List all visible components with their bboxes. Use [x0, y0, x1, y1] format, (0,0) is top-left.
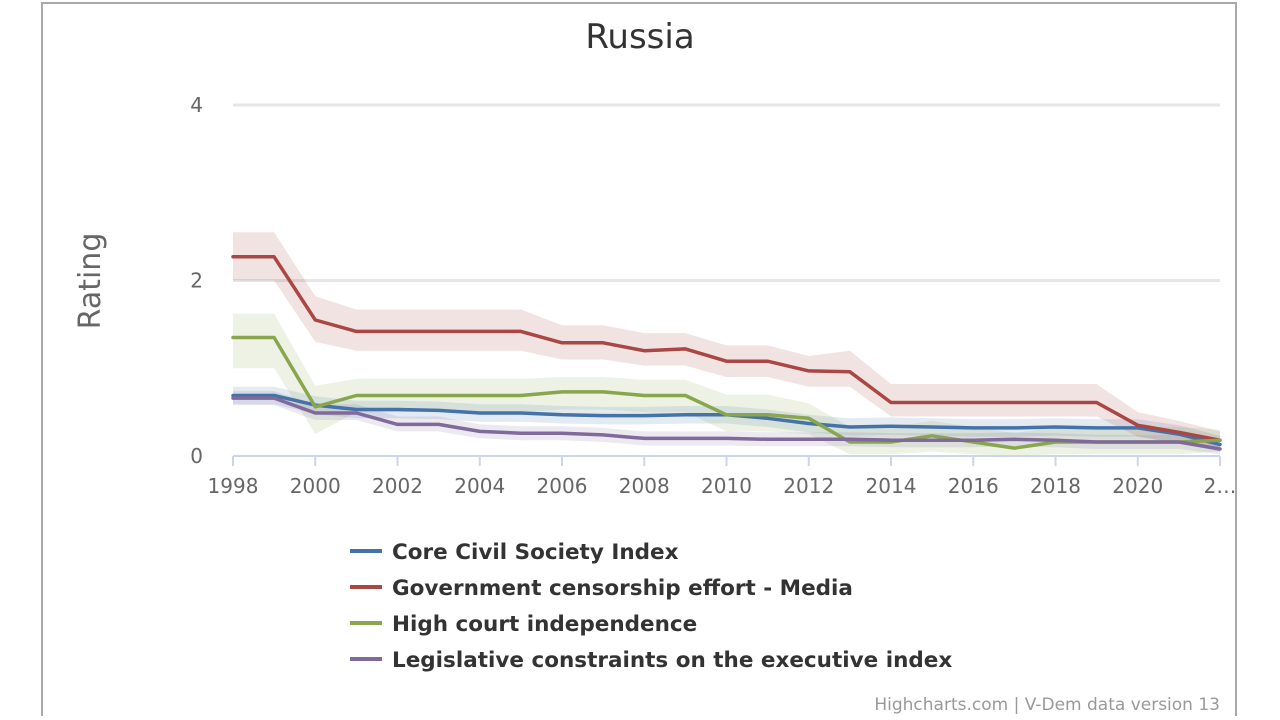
series-line	[231, 255, 1222, 442]
series-line	[231, 396, 1222, 451]
legend: Core Civil Society Index Government censo…	[350, 540, 952, 673]
x-tick-label: 2020	[1112, 474, 1163, 498]
x-tick-label: 2…	[1204, 474, 1237, 498]
series-lines	[231, 255, 1222, 451]
x-axis: 1998 2000 2002 2004 2006 2008 2010 2012 2014 2016…	[208, 455, 1237, 498]
x-tick-label: 2002	[372, 474, 423, 498]
legend-item[interactable]: Core Civil Society Index	[350, 540, 679, 565]
confidence-bands	[233, 232, 1220, 456]
legend-item[interactable]: High court independence	[350, 612, 697, 637]
confidence-band	[233, 391, 1220, 455]
x-tick-label: 2004	[454, 474, 505, 498]
legend-label: Government censorship effort - Media	[392, 576, 853, 601]
x-tick-label: 1998	[208, 474, 259, 498]
series-line	[231, 335, 1222, 450]
x-tick-label: 2010	[701, 474, 752, 498]
confidence-band	[233, 232, 1220, 448]
y-tick-label: 0	[190, 444, 203, 468]
legend-item[interactable]: Government censorship effort - Media	[350, 576, 853, 601]
legend-label: High court independence	[392, 612, 697, 637]
grid-lines	[233, 103, 1220, 282]
legend-label: Core Civil Society Index	[392, 540, 679, 565]
legend-item[interactable]: Legislative constraints on the executive…	[350, 648, 952, 673]
y-tick-label: 4	[190, 93, 203, 117]
y-tick-label: 2	[190, 269, 203, 293]
x-tick-label: 2000	[290, 474, 341, 498]
x-tick-label: 2008	[619, 474, 670, 498]
x-tick-label: 2012	[783, 474, 834, 498]
x-tick-label: 2014	[866, 474, 917, 498]
x-tick-label: 2006	[537, 474, 588, 498]
legend-label: Legislative constraints on the executive…	[392, 648, 952, 673]
chart-frame	[41, 2, 1237, 716]
x-tick-label: 2018	[1030, 474, 1081, 498]
x-tick-label: 2016	[948, 474, 999, 498]
chart-title: Russia	[585, 17, 694, 57]
confidence-band	[233, 386, 1220, 452]
credits-link[interactable]: Highcharts.com | V-Dem data version 13	[874, 695, 1220, 715]
y-axis: 0 2 4	[190, 93, 203, 468]
y-axis-title: Rating	[73, 233, 108, 330]
